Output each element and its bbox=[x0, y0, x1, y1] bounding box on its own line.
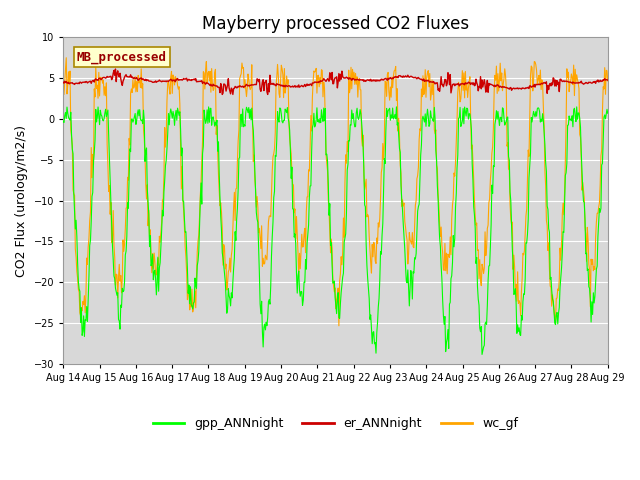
Y-axis label: CO2 Flux (urology/m2/s): CO2 Flux (urology/m2/s) bbox=[15, 124, 28, 276]
Legend: gpp_ANNnight, er_ANNnight, wc_gf: gpp_ANNnight, er_ANNnight, wc_gf bbox=[148, 412, 523, 435]
Text: MB_processed: MB_processed bbox=[77, 50, 167, 64]
Title: Mayberry processed CO2 Fluxes: Mayberry processed CO2 Fluxes bbox=[202, 15, 469, 33]
